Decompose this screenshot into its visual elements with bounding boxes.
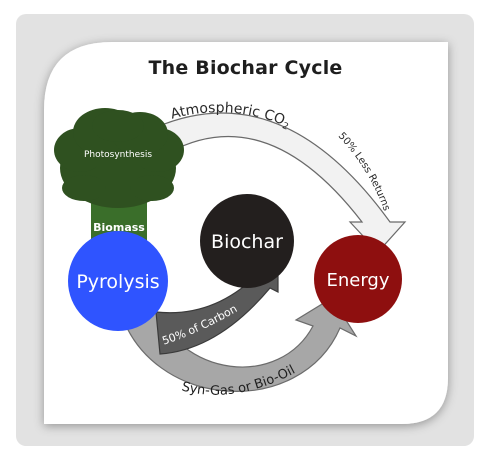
biomass-label: Biomass: [93, 221, 145, 234]
atmospheric-co2-arrow: [149, 112, 407, 253]
energy-node: [314, 235, 402, 323]
biochar-node: [200, 194, 294, 288]
pyrolysis-node: [68, 231, 168, 331]
diagram-title: The Biochar Cycle: [148, 57, 343, 79]
syngas-arrow: [119, 297, 358, 392]
biochar-label: Biochar: [211, 231, 283, 253]
photosynthesis-label: Photosynthesis: [84, 150, 152, 160]
energy-label: Energy: [326, 270, 389, 291]
pyrolysis-label: Pyrolysis: [76, 271, 159, 293]
tree-foliage: [54, 108, 184, 208]
